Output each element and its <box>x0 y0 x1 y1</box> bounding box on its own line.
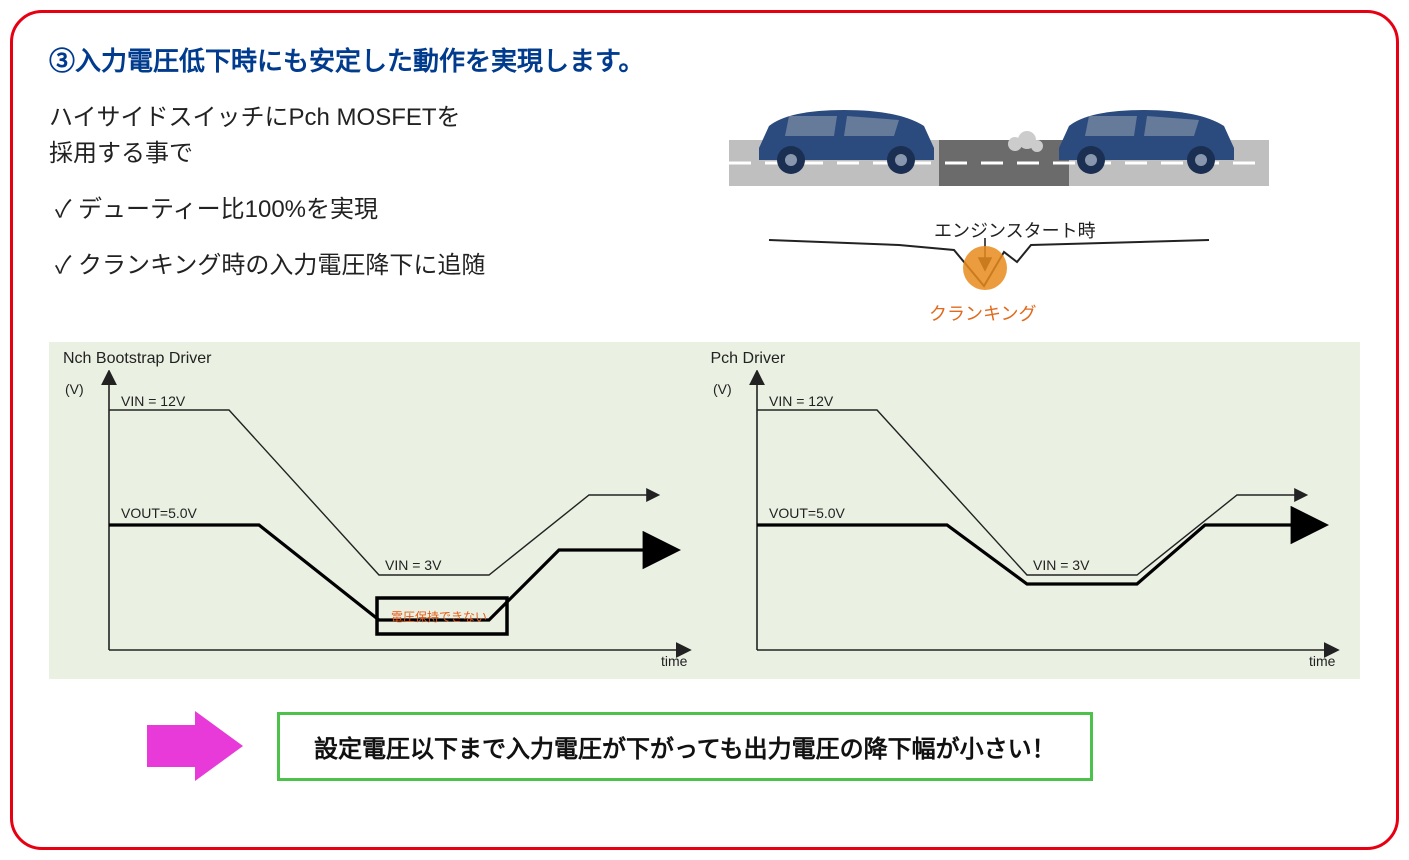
chart-left-vinlow-label: VIN = 3V <box>385 557 442 573</box>
cranking-highlight-icon <box>963 246 1007 290</box>
intro-text: ハイサイドスイッチにPch MOSFETを 採用する事で <box>49 100 689 172</box>
chart-left-title: Nch Bootstrap Driver <box>63 350 707 368</box>
feature-card: ③入力電圧低下時にも安定した動作を実現します。 ハイサイドスイッチにPch MO… <box>10 10 1399 850</box>
chart-left-svg: (V) time VIN = 12V VOUT=5.0V VIN = 3V 電圧… <box>59 370 699 668</box>
chart-left-vout-label: VOUT=5.0V <box>121 505 198 521</box>
cranking-label: クランキング <box>929 300 1036 326</box>
chart-right-vin-label: VIN = 12V <box>769 393 834 409</box>
conclusion-row: 設定電圧以下まで入力電圧が下がっても出力電圧の降下幅が小さい！ <box>139 707 1360 785</box>
exhaust-icon <box>1008 131 1043 152</box>
car-cranking-svg <box>729 90 1289 320</box>
comparison-charts: Nch Bootstrap Driver (V) time <box>49 342 1360 679</box>
chart-left-warning-text: 電圧保持できない <box>391 609 487 624</box>
bullet-1: ✓ デューティー比100%を実現 <box>55 192 689 228</box>
bullet-2: ✓ クランキング時の入力電圧降下に追随 <box>55 248 689 284</box>
magenta-arrow-icon <box>139 707 249 785</box>
text-and-illustration-row: ハイサイドスイッチにPch MOSFETを 採用する事で ✓ デューティー比10… <box>49 100 1360 320</box>
chart-left-vin-label: VIN = 12V <box>121 393 186 409</box>
description-column: ハイサイドスイッチにPch MOSFETを 採用する事で ✓ デューティー比10… <box>49 100 689 320</box>
chart-right-title: Pch Driver <box>711 350 1355 368</box>
conclusion-text: 設定電圧以下まで入力電圧が下がっても出力電圧の降下幅が小さい！ <box>277 712 1093 781</box>
chart-left-yunit: (V) <box>65 381 84 397</box>
chart-left-xlabel: time <box>661 653 688 668</box>
card-title: ③入力電圧低下時にも安定した動作を実現します。 <box>49 41 1360 78</box>
chart-right-xlabel: time <box>1309 653 1336 668</box>
engine-start-label: エンジンスタート時 <box>934 217 1096 243</box>
chart-right-vinlow-label: VIN = 3V <box>1033 557 1090 573</box>
chart-right-svg: (V) time VIN = 12V VOUT=5.0V VIN = 3V <box>707 370 1347 668</box>
chart-left: Nch Bootstrap Driver (V) time <box>59 350 707 673</box>
chart-right: Pch Driver (V) time VIN = 1 <box>707 350 1355 673</box>
chart-right-vout-label: VOUT=5.0V <box>769 505 846 521</box>
car-illustration: エンジンスタート時 クランキング <box>729 100 1360 320</box>
chart-right-yunit: (V) <box>713 381 732 397</box>
